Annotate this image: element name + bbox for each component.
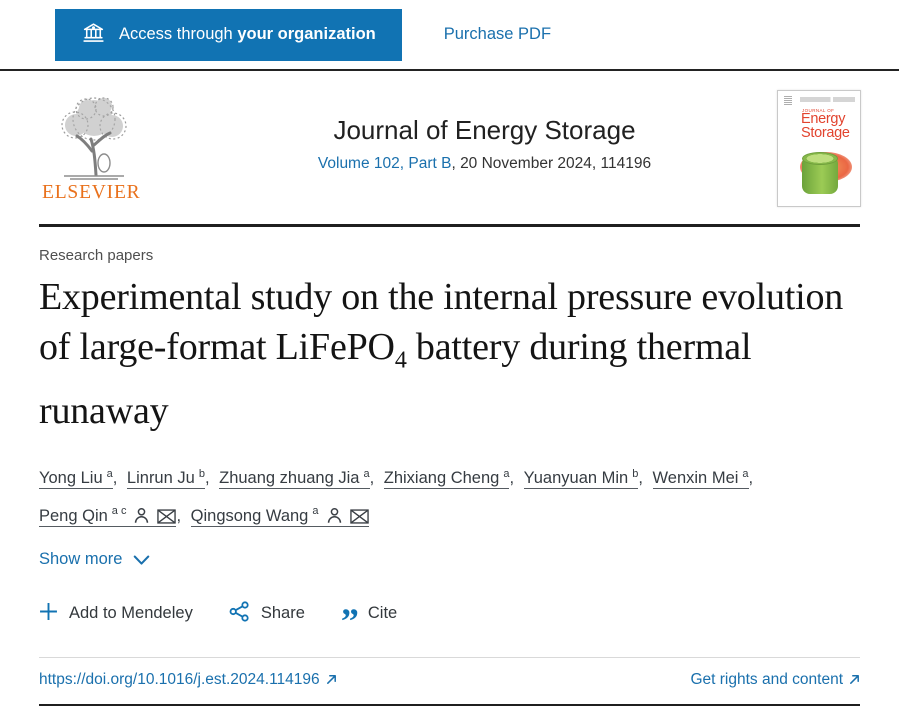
journal-banner: ELSEVIER Journal of Energy Storage Volum… [0, 71, 899, 224]
author-name: Zhuang zhuang Jia [219, 469, 360, 488]
access-through-organization-button[interactable]: Access through your organization [55, 8, 402, 61]
author-separator: , [748, 469, 754, 488]
author-link[interactable]: Qingsong Wang a [190, 505, 369, 527]
person-icon [326, 507, 343, 525]
plus-icon [39, 602, 58, 626]
article-type-label: Research papers [39, 247, 154, 264]
cover-elsevier-mark-icon [784, 96, 792, 106]
author-name: Qingsong Wang [190, 506, 309, 525]
add-to-mendeley-label: Add to Mendeley [69, 604, 193, 623]
external-link-icon [326, 675, 336, 685]
elsevier-tree-icon [61, 97, 127, 180]
email-icon[interactable] [349, 507, 369, 525]
author-separator: , [369, 469, 379, 488]
person-icon [133, 507, 150, 525]
issue-date-text: , 20 November 2024, 114196 [451, 154, 652, 172]
author-separator: , [509, 469, 519, 488]
doi-link[interactable]: https://doi.org/10.1016/j.est.2024.11419… [39, 671, 337, 689]
journal-title-link[interactable]: Journal of Energy Storage [333, 114, 636, 145]
external-link-icon [850, 675, 859, 685]
author-affiliation-sup: a c [111, 505, 127, 518]
author-affiliation-sup: a [742, 467, 749, 480]
author-separator: , [638, 469, 648, 488]
author-affiliation-sup: a [312, 505, 319, 518]
journal-cover-thumbnail[interactable]: JOURNAL OF Energy Storage [777, 90, 861, 207]
volume-issue-link[interactable]: Volume 102, Part B [317, 154, 452, 172]
author-separator: , [176, 506, 186, 525]
cover-meta-lines [800, 97, 855, 102]
author-list: Yong Liu a, Linrun Ju b, Zhuang zhuang Jia… [39, 458, 860, 533]
chevron-down-icon [134, 555, 150, 565]
elsevier-wordmark: ELSEVIER [42, 182, 141, 203]
cover-title: Energy Storage [801, 111, 850, 141]
author-name: Peng Qin [39, 506, 108, 525]
doi-divider [39, 656, 860, 658]
author-affiliation-sup: a [503, 467, 510, 480]
show-more-button[interactable]: Show more [39, 550, 150, 569]
doi-row: https://doi.org/10.1016/j.est.2024.11419… [0, 658, 899, 689]
author-link[interactable]: Wenxin Mei a [652, 467, 749, 490]
title-subscript: 4 [394, 347, 407, 374]
author-separator: , [204, 469, 215, 488]
author-affiliation-sup: a [106, 467, 113, 480]
author-link[interactable]: Yong Liu a [39, 467, 113, 490]
author-affiliation-sup: b [632, 467, 639, 480]
author-affiliation-sup: a [363, 467, 370, 480]
share-label: Share [260, 604, 305, 623]
author-name: Wenxin Mei [652, 469, 739, 488]
show-more-label: Show more [39, 549, 123, 568]
purchase-pdf-link[interactable]: Purchase PDF [443, 25, 552, 43]
cover-kicker: JOURNAL OF [802, 108, 835, 113]
get-rights-link[interactable]: Get rights and content [690, 671, 860, 689]
author-name: Yuanyuan Min [523, 469, 629, 488]
author-affiliation-sup: b [198, 467, 205, 480]
article-title: Experimental study on the internal press… [39, 276, 844, 432]
access-button-prefix: Access through [119, 25, 233, 43]
author-name: Zhixiang Cheng [383, 469, 500, 488]
author-link[interactable]: Zhuang zhuang Jia a [219, 467, 370, 490]
author-link[interactable]: Linrun Ju b [126, 467, 205, 490]
cite-button[interactable]: ” Cite [340, 600, 398, 641]
author-name: Yong Liu [39, 469, 103, 488]
institution-icon [81, 20, 106, 50]
elsevier-logo[interactable]: ELSEVIER [42, 93, 192, 204]
email-icon[interactable] [157, 507, 177, 525]
author-name: Linrun Ju [126, 469, 195, 488]
author-separator: , [112, 469, 122, 488]
cite-label: Cite [367, 604, 398, 623]
bottom-divider [39, 703, 860, 706]
access-button-bold: your organization [237, 25, 376, 43]
author-link[interactable]: Zhixiang Cheng a [383, 467, 510, 490]
add-to-mendeley-button[interactable]: Add to Mendeley [39, 602, 193, 626]
action-bar: Add to Mendeley Share ” Cite [39, 600, 860, 641]
share-button[interactable]: Share [229, 600, 305, 627]
issue-line: Volume 102, Part B, 20 November 2024, 11… [192, 155, 777, 173]
author-link[interactable]: Peng Qin a c [39, 505, 177, 527]
author-link[interactable]: Yuanyuan Min b [523, 467, 639, 490]
share-icon [229, 600, 250, 627]
banner-divider [39, 224, 860, 227]
cover-battery-art [778, 146, 860, 206]
top-access-bar: Access through your organization Purchas… [0, 0, 899, 71]
